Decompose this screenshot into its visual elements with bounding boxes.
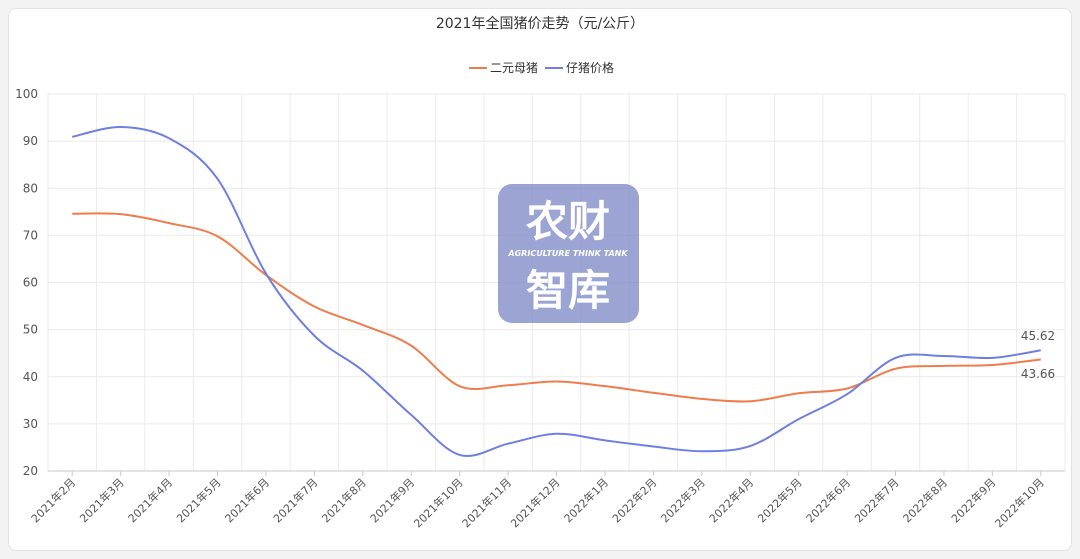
y-tick-label-4: 60 [23,276,38,290]
y-axis: 20 30 40 50 60 70 80 90 100 [15,87,38,478]
legend-sow-label: 二元母猪 [490,61,538,75]
legend-item-piglet[interactable]: 仔猪价格 [545,60,614,75]
x-tick-label-3: 2021年5月 [173,475,223,525]
series-line-sow [72,212,1041,403]
x-tick-label-14: 2022年4月 [706,475,756,525]
watermark-line2: AGRICULTURE THINK TANK [507,249,628,258]
end-label-piglet: 45.62 [1021,329,1055,343]
watermark-line3: 智库 [526,266,610,315]
y-tick-label-1: 30 [23,417,38,431]
legend-item-sow[interactable]: 二元母猪 [469,61,538,75]
y-tick-label-0: 20 [23,464,38,478]
y-tick-label-7: 90 [23,134,38,148]
x-tick-label-6: 2021年8月 [319,475,369,525]
series-line-piglet [72,125,1041,458]
y-tick-label-5: 70 [23,228,38,242]
x-tick-label-13: 2022年3月 [658,475,708,525]
x-tick-label-5: 2021年7月 [270,475,320,525]
series-lines [72,125,1041,458]
legend-piglet-label: 仔猪价格 [566,60,614,75]
x-tick-label-11: 2022年1月 [561,475,611,525]
y-tick-label-8: 100 [15,87,38,101]
x-tick-label-12: 2022年2月 [609,475,659,525]
legend[interactable]: 二元母猪 仔猪价格 [469,60,614,75]
x-axis: 2021年2月2021年3月2021年4月2021年5月2021年6月2021年… [28,471,1047,530]
x-tick-label-16: 2022年6月 [803,475,853,525]
x-tick-label-1: 2021年3月 [77,475,127,525]
x-tick-label-0: 2021年2月 [28,475,78,525]
x-tick-label-4: 2021年6月 [222,475,272,525]
x-tick-label-7: 2021年9月 [367,475,417,525]
x-tick-label-10: 2021年12月 [507,475,562,530]
watermark-box [498,184,639,323]
y-tick-label-6: 80 [23,181,38,195]
chart-title: 2021年全国猪价走势（元/公斤） [436,15,644,32]
x-tick-label-19: 2022年9月 [948,475,998,525]
x-tick-label-17: 2022年7月 [851,475,901,525]
x-tick-label-8: 2021年10月 [411,475,466,530]
watermark: 农财 AGRICULTURE THINK TANK 智库 [498,184,639,323]
watermark-line1: 农财 [526,197,610,246]
x-tick-label-15: 2022年5月 [755,475,805,525]
y-tick-label-3: 50 [23,323,38,337]
y-tick-label-2: 40 [23,370,38,384]
end-label-sow: 43.66 [1021,367,1055,381]
x-tick-label-18: 2022年8月 [900,475,950,525]
x-tick-label-9: 2021年11月 [459,475,514,530]
x-tick-label-20: 2022年10月 [992,475,1047,530]
x-tick-label-2: 2021年4月 [125,475,175,525]
